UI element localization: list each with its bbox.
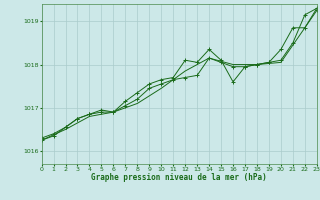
X-axis label: Graphe pression niveau de la mer (hPa): Graphe pression niveau de la mer (hPa) <box>91 173 267 182</box>
